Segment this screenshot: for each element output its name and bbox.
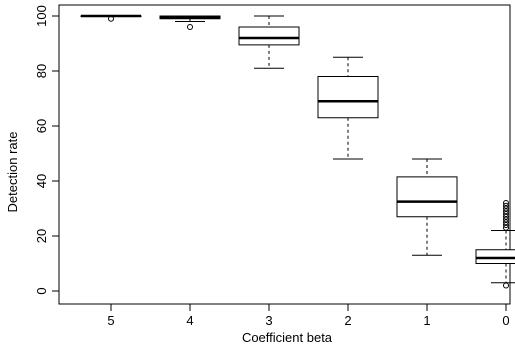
box-5 xyxy=(80,14,142,22)
outlier-point xyxy=(503,282,509,289)
iqr-box xyxy=(238,26,300,46)
y-axis-title: Detection rate xyxy=(5,132,20,213)
x-tick-label: 2 xyxy=(344,313,351,328)
outlier-point xyxy=(108,15,114,22)
boxes-group xyxy=(80,14,515,289)
outlier-point xyxy=(503,202,509,209)
box-1 xyxy=(396,158,458,256)
iqr-box xyxy=(396,176,458,218)
outlier-point xyxy=(503,200,509,206)
x-tick-label: 1 xyxy=(423,313,430,328)
x-tick-label: 4 xyxy=(186,313,193,328)
x-axis-title: Coefficient beta xyxy=(242,330,333,345)
y-tick-label: 100 xyxy=(34,5,49,27)
y-tick-label: 60 xyxy=(34,119,49,133)
box-2 xyxy=(317,56,379,160)
y-tick-label: 80 xyxy=(34,64,49,78)
outlier-point xyxy=(187,24,193,30)
box-0 xyxy=(475,200,515,289)
x-axis: 5 4 3 2 1 0 xyxy=(107,304,510,328)
box-4 xyxy=(159,15,221,30)
plot-frame xyxy=(58,4,511,305)
y-axis: 0 20 40 60 80 100 xyxy=(34,5,59,295)
iqr-box xyxy=(317,76,379,119)
x-tick-label: 5 xyxy=(107,313,114,328)
y-tick-label: 20 xyxy=(34,229,49,243)
y-tick-label: 40 xyxy=(34,174,49,188)
x-tick-label: 0 xyxy=(502,313,509,328)
iqr-box xyxy=(475,249,515,264)
box-3 xyxy=(238,15,300,69)
plot-border xyxy=(58,4,511,305)
y-tick-label: 0 xyxy=(34,287,49,294)
x-tick-label: 3 xyxy=(265,313,272,328)
